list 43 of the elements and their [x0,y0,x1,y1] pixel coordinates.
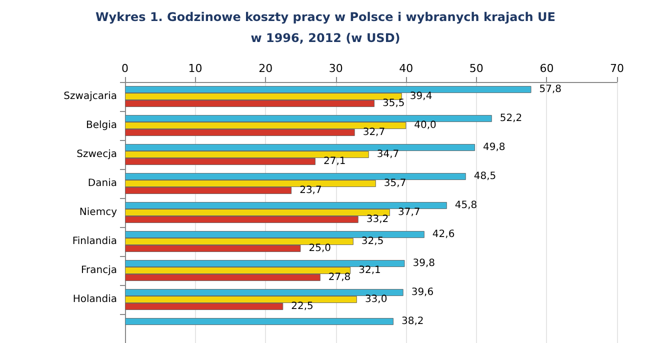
data-label: 42,6 [432,229,455,240]
data-label: 38,2 [401,316,424,327]
chart-title: Wykres 1. Godzinowe koszty pracy w Polsce i wybranych krajach UE w 1996, 2012 (w USD) [96,10,556,45]
x-tick-label: 20 [258,62,273,75]
y-tick-label: Szwajcaria [64,91,117,102]
y-tick-label: Szwecja [76,149,117,160]
x-tick-label: 50 [469,62,484,75]
data-label: 25,0 [308,243,331,254]
y-tick-label: Holandia [72,294,117,305]
data-label: 27,8 [328,272,351,283]
data-label: 39,8 [412,258,436,269]
data-label: 23,7 [300,185,322,196]
data-label: 22,5 [291,301,314,312]
y-tick-label: Finlandia [72,236,117,247]
data-label: 27,1 [323,156,346,167]
x-tick-label: 30 [328,62,343,75]
x-tick-label: 0 [122,62,128,75]
data-label: 45,8 [454,200,478,211]
data-label: 39,4 [410,91,432,102]
x-tick-label: 10 [188,62,202,75]
y-tick-label: Niemcy [79,207,118,218]
data-label: 57,8 [539,84,562,95]
data-label: 32,1 [358,265,381,276]
data-label: 39,6 [411,287,434,298]
data-label: 48,5 [474,171,496,182]
data-label: 37,7 [398,207,420,218]
data-label: 35,5 [382,98,405,109]
data-label: 33,0 [364,294,388,305]
data-label: 32,7 [362,127,386,138]
data-label: 40,0 [414,120,436,131]
bar [125,318,394,325]
x-tick-label: 40 [399,62,414,75]
data-label: 49,8 [483,142,506,153]
y-tick-label: Francja [80,265,117,276]
y-tick-label: Dania [88,178,117,189]
x-tick-label: 70 [610,62,624,75]
y-tick-label: Belgia [86,120,117,131]
data-label: 52,2 [500,113,522,124]
data-label: 34,7 [376,149,400,160]
x-tick-label: 60 [540,62,554,75]
data-label: 32,5 [361,236,384,247]
data-label: 35,7 [384,178,406,189]
data-label: 33,2 [366,214,389,225]
